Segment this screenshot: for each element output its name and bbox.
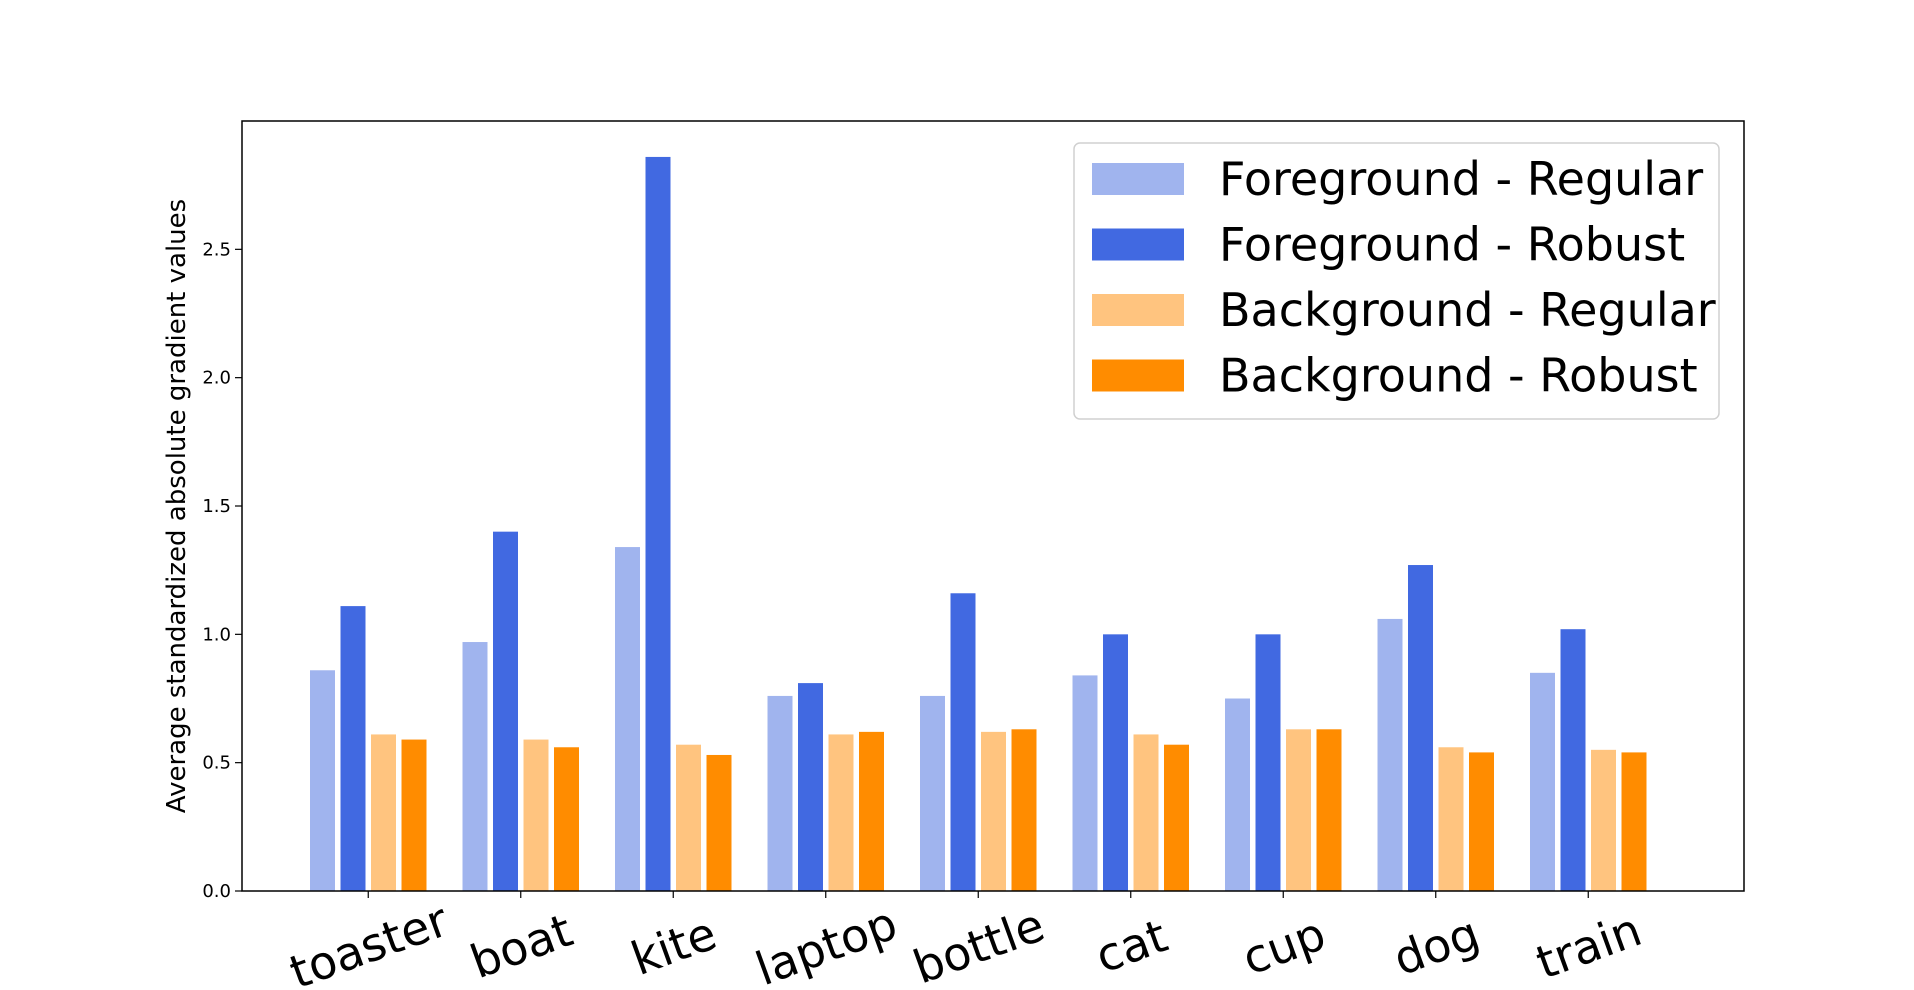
x-tick-label-bottle: bottle <box>906 898 1051 990</box>
bar-bottle-2 <box>981 731 1006 891</box>
bar-dog-2 <box>1438 747 1464 891</box>
x-tick-label-train: train <box>1529 902 1648 989</box>
legend-label-3: Background - Robust <box>1219 349 1698 403</box>
y-axis: 0.0 0.5 1.0 1.5 2.0 2.5 <box>202 239 242 902</box>
x-tick-label-cup: cup <box>1235 906 1332 985</box>
y-tick-label: 1.0 <box>202 624 231 645</box>
bar-train-2 <box>1591 749 1616 891</box>
legend-swatch-1 <box>1092 228 1184 261</box>
bar-toaster-1 <box>340 606 366 891</box>
bar-cat-0 <box>1072 675 1098 891</box>
bar-train-0 <box>1530 672 1555 891</box>
bar-kite-1 <box>645 156 671 891</box>
x-axis: toaster boat kite laptop bottle cat cup dog trai… <box>283 891 1648 990</box>
bars-group <box>310 156 1647 891</box>
bar-cup-0 <box>1225 698 1250 891</box>
y-tick-label: 2.0 <box>202 368 231 389</box>
bar-toaster-2 <box>371 734 396 891</box>
bar-train-1 <box>1560 629 1586 891</box>
legend-swatch-0 <box>1092 163 1184 195</box>
bar-bottle-1 <box>950 593 976 891</box>
y-tick-label: 0.0 <box>202 881 231 902</box>
bar-cat-2 <box>1133 734 1159 891</box>
bar-boat-1 <box>493 531 518 891</box>
bar-kite-3 <box>706 754 732 891</box>
bar-cat-3 <box>1164 744 1189 891</box>
bar-kite-0 <box>615 547 640 891</box>
bar-boat-0 <box>462 642 488 891</box>
bar-cup-3 <box>1316 729 1342 891</box>
bar-boat-2 <box>523 739 549 891</box>
bar-laptop-1 <box>798 683 823 891</box>
bar-cup-2 <box>1286 729 1311 891</box>
y-tick-label: 0.5 <box>202 753 231 774</box>
bar-cup-1 <box>1255 634 1281 891</box>
legend: Foreground - Regular Foreground - Robust B… <box>1073 142 1720 420</box>
bar-laptop-2 <box>828 734 854 891</box>
y-tick-label: 2.5 <box>202 239 231 260</box>
x-tick-label-kite: kite <box>624 906 723 986</box>
y-tick-label: 1.5 <box>202 496 231 517</box>
bar-laptop-3 <box>859 731 884 891</box>
x-tick-label-toaster: toaster <box>283 893 455 990</box>
bar-cat-1 <box>1103 634 1128 891</box>
bar-boat-3 <box>554 747 579 891</box>
legend-label-1: Foreground - Robust <box>1219 218 1685 272</box>
x-tick-label-boat: boat <box>463 903 579 989</box>
bar-bottle-0 <box>920 695 945 891</box>
bar-train-3 <box>1621 752 1647 891</box>
x-tick-label-cat: cat <box>1088 908 1174 983</box>
bar-dog-0 <box>1377 618 1403 891</box>
bar-dog-3 <box>1469 752 1494 891</box>
legend-label-2: Background - Regular <box>1219 283 1716 337</box>
plot-frame <box>241 120 1745 892</box>
bar-bottle-3 <box>1011 729 1037 891</box>
legend-label-0: Foreground - Regular <box>1219 152 1703 206</box>
y-axis-label: Average standardized absolute gradient v… <box>162 199 192 813</box>
bar-toaster-3 <box>401 739 427 891</box>
x-tick-label-laptop: laptop <box>749 896 904 990</box>
legend-swatch-2 <box>1092 294 1184 326</box>
legend-box <box>1073 142 1720 420</box>
x-tick-label-dog: dog <box>1386 906 1486 986</box>
bar-toaster-0 <box>310 670 335 891</box>
bar-laptop-0 <box>767 695 793 891</box>
bar-kite-2 <box>676 744 701 891</box>
legend-swatch-3 <box>1092 359 1184 392</box>
bar-dog-1 <box>1408 565 1433 891</box>
